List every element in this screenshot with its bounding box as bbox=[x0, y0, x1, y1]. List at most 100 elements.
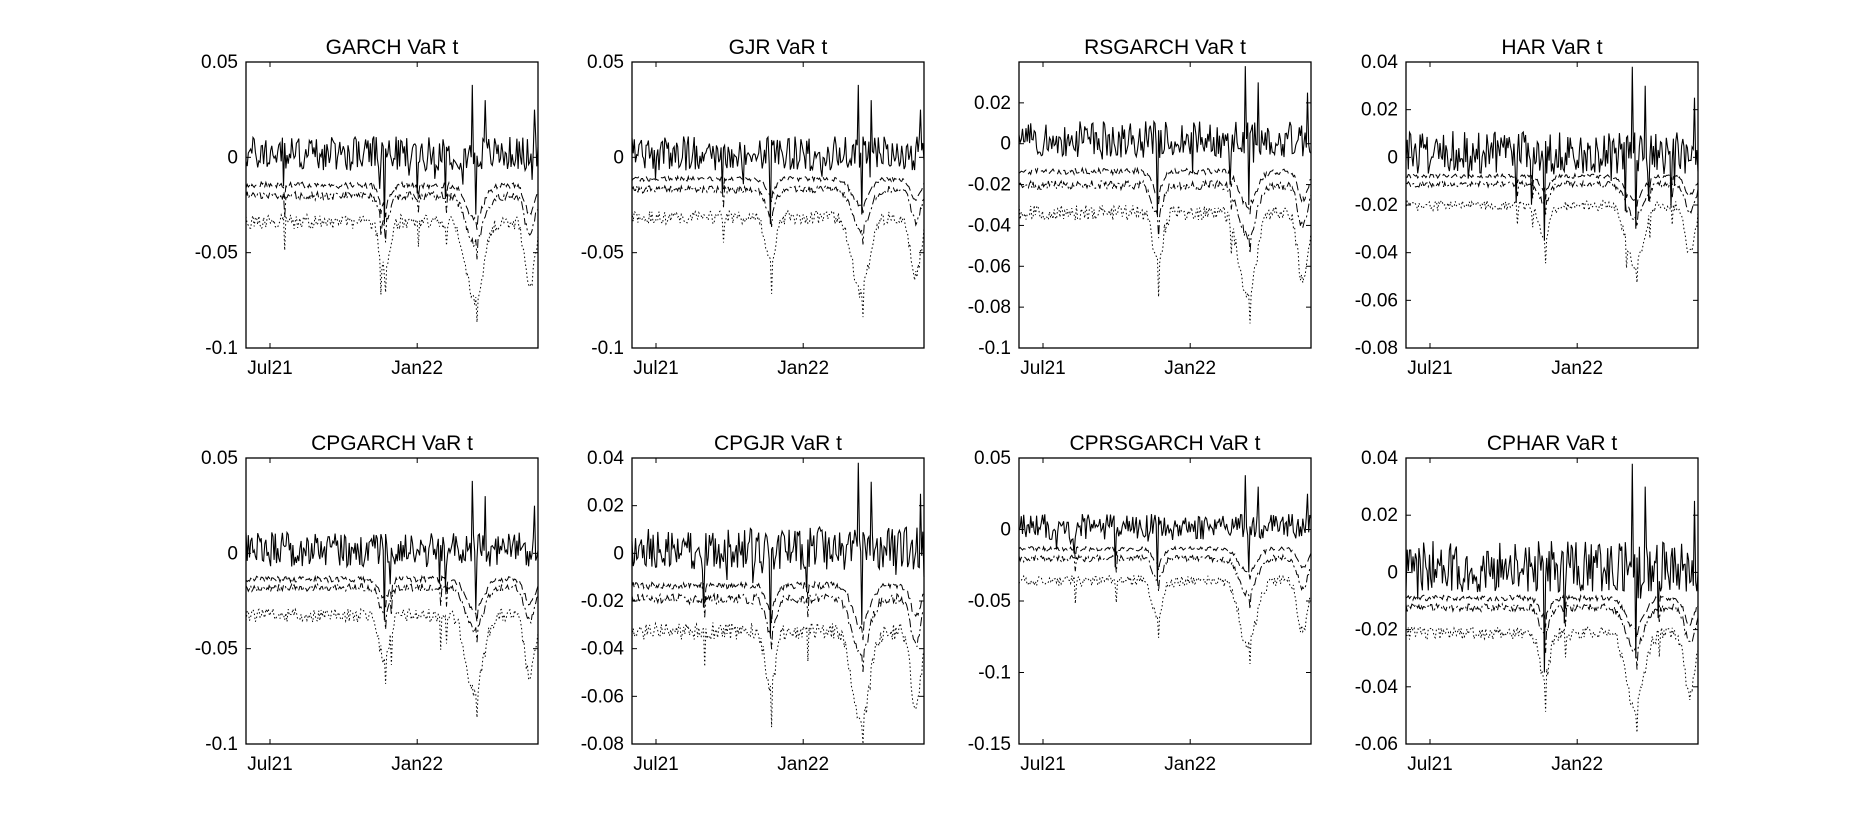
series-line-solid bbox=[631, 462, 925, 637]
x-tick-label: Jul21 bbox=[633, 754, 678, 775]
series-line-dotted bbox=[1018, 203, 1312, 324]
y-tick-label: 0.02 bbox=[974, 93, 1011, 114]
y-tick-label: -0.05 bbox=[968, 591, 1011, 612]
subplot-2: GJR VaR t 0.05 0 -0.05 -0.1 Jul21 Jan22 bbox=[581, 36, 925, 379]
y-tick-label: -0.02 bbox=[1355, 195, 1398, 216]
y-tick-label: 0.02 bbox=[1361, 505, 1398, 526]
y-tick-label: 0 bbox=[1000, 520, 1011, 541]
x-tick-label: Jan22 bbox=[1164, 358, 1216, 379]
y-tick-label: -0.15 bbox=[968, 734, 1011, 755]
x-tick-label: Jan22 bbox=[777, 754, 829, 775]
series-line-dashed bbox=[1405, 593, 1699, 638]
series-line-dashed bbox=[1018, 166, 1312, 215]
series-line-dotted bbox=[245, 607, 539, 718]
axes-box bbox=[245, 61, 539, 349]
y-tick-label: 0.05 bbox=[201, 448, 238, 469]
subplot-8: CPHAR VaR t 0.04 0.02 0 -0.02 -0.04 -0.06 Jul21… bbox=[1355, 432, 1699, 775]
subplot-5: CPGARCH VaR t 0.05 0 -0.05 -0.1 Jul21 Jan22 bbox=[195, 432, 539, 775]
y-tick-label: -0.1 bbox=[205, 338, 238, 359]
series-line-dashdot bbox=[631, 592, 925, 673]
y-tick-label: -0.08 bbox=[581, 734, 624, 755]
y-tick-label: 0.05 bbox=[974, 448, 1011, 469]
series-line-solid bbox=[1018, 66, 1312, 216]
axes-box bbox=[631, 61, 925, 349]
axes-box bbox=[1405, 457, 1699, 745]
x-tick-label: Jul21 bbox=[247, 754, 292, 775]
axes-box bbox=[1018, 61, 1312, 349]
series-line-dashdot bbox=[1405, 602, 1699, 670]
y-tick-label: -0.05 bbox=[581, 243, 624, 264]
y-tick-label: 0.05 bbox=[201, 52, 238, 73]
subplot-title: CPHAR VaR t bbox=[1487, 432, 1617, 455]
y-tick-label: -0.04 bbox=[968, 215, 1012, 236]
y-tick-label: 0.04 bbox=[587, 448, 624, 469]
series-line-dashed bbox=[245, 574, 539, 623]
series-line-dashed bbox=[245, 180, 539, 230]
subplot-6: CPGJR VaR t 0.04 0.02 0 -0.02 -0.04 -0.06 -0.08… bbox=[581, 432, 925, 775]
series-line-dashed bbox=[1405, 172, 1699, 207]
y-tick-label: 0 bbox=[613, 147, 624, 168]
series-line-dotted bbox=[631, 621, 925, 745]
series-line-dashdot bbox=[1018, 179, 1312, 254]
series-line-solid bbox=[1018, 475, 1312, 580]
y-tick-label: -0.05 bbox=[195, 639, 238, 660]
subplot-title: GARCH VaR t bbox=[326, 36, 459, 59]
y-tick-label: -0.1 bbox=[205, 734, 238, 755]
series-line-dotted bbox=[1405, 198, 1699, 283]
y-tick-label: -0.1 bbox=[978, 338, 1011, 359]
x-tick-label: Jul21 bbox=[633, 358, 678, 379]
y-tick-label: -0.08 bbox=[1355, 338, 1398, 359]
y-tick-label: 0 bbox=[227, 147, 238, 168]
x-tick-label: Jul21 bbox=[1020, 754, 1065, 775]
x-tick-label: Jul21 bbox=[1020, 358, 1065, 379]
subplot-title: CPGJR VaR t bbox=[714, 432, 842, 455]
subplot-1: GARCH VaR t 0.05 0 -0.05 -0.1 Jul21 Jan22 bbox=[195, 36, 539, 379]
subplot-4: HAR VaR t 0.04 0.02 0 -0.02 -0.04 -0.06 -0.08 Ju… bbox=[1355, 36, 1699, 379]
y-tick-label: 0.04 bbox=[1361, 448, 1398, 469]
y-tick-label: -0.02 bbox=[968, 175, 1011, 196]
y-tick-label: -0.1 bbox=[591, 338, 624, 359]
y-tick-label: -0.08 bbox=[968, 297, 1011, 318]
y-tick-label: 0 bbox=[1387, 147, 1398, 168]
y-tick-label: -0.04 bbox=[1355, 677, 1399, 698]
series-line-dotted bbox=[1405, 624, 1699, 733]
y-tick-label: 0 bbox=[613, 543, 624, 564]
subplot-3: RSGARCH VaR t 0.02 0 -0.02 -0.04 -0.06 -0.08 -0… bbox=[968, 36, 1312, 379]
axes-box bbox=[631, 457, 925, 745]
y-tick-label: -0.06 bbox=[1355, 290, 1398, 311]
series-line-dotted bbox=[245, 212, 539, 323]
y-tick-label: 0.05 bbox=[587, 52, 624, 73]
x-tick-label: Jan22 bbox=[391, 358, 443, 379]
subplot-7: CPRSGARCH VaR t 0.05 0 -0.05 -0.1 -0.15 Jul21 J… bbox=[968, 432, 1312, 775]
series-line-solid bbox=[245, 84, 539, 225]
series-line-dashdot bbox=[245, 190, 539, 260]
y-tick-label: -0.1 bbox=[978, 663, 1011, 684]
subplot-title: GJR VaR t bbox=[729, 36, 828, 59]
y-tick-label: -0.05 bbox=[195, 243, 238, 264]
subplot-title: CPRSGARCH VaR t bbox=[1070, 432, 1261, 455]
series-line-dashed bbox=[1018, 545, 1312, 580]
series-line-solid bbox=[245, 480, 539, 621]
subplot-title: HAR VaR t bbox=[1501, 36, 1602, 59]
y-tick-label: -0.06 bbox=[1355, 734, 1398, 755]
x-tick-label: Jan22 bbox=[1551, 754, 1603, 775]
series-line-dashdot bbox=[631, 184, 925, 245]
x-tick-label: Jul21 bbox=[1407, 358, 1452, 379]
y-tick-label: -0.02 bbox=[581, 591, 624, 612]
series-line-solid bbox=[631, 84, 925, 225]
series-line-solid bbox=[1405, 66, 1699, 241]
y-tick-label: -0.06 bbox=[968, 256, 1011, 277]
y-tick-label: 0.04 bbox=[1361, 52, 1398, 73]
x-tick-label: Jan22 bbox=[391, 754, 443, 775]
series-line-dotted bbox=[1018, 574, 1312, 665]
series-line-solid bbox=[1405, 463, 1699, 673]
y-tick-label: -0.02 bbox=[1355, 620, 1398, 641]
series-line-dashdot bbox=[1405, 179, 1699, 227]
subplot-title: RSGARCH VaR t bbox=[1084, 36, 1246, 59]
y-tick-label: 0 bbox=[1387, 562, 1398, 583]
y-tick-label: -0.04 bbox=[581, 639, 625, 660]
series-line-dashdot bbox=[1018, 553, 1312, 610]
x-tick-label: Jan22 bbox=[1551, 358, 1603, 379]
y-tick-label: -0.06 bbox=[581, 686, 624, 707]
